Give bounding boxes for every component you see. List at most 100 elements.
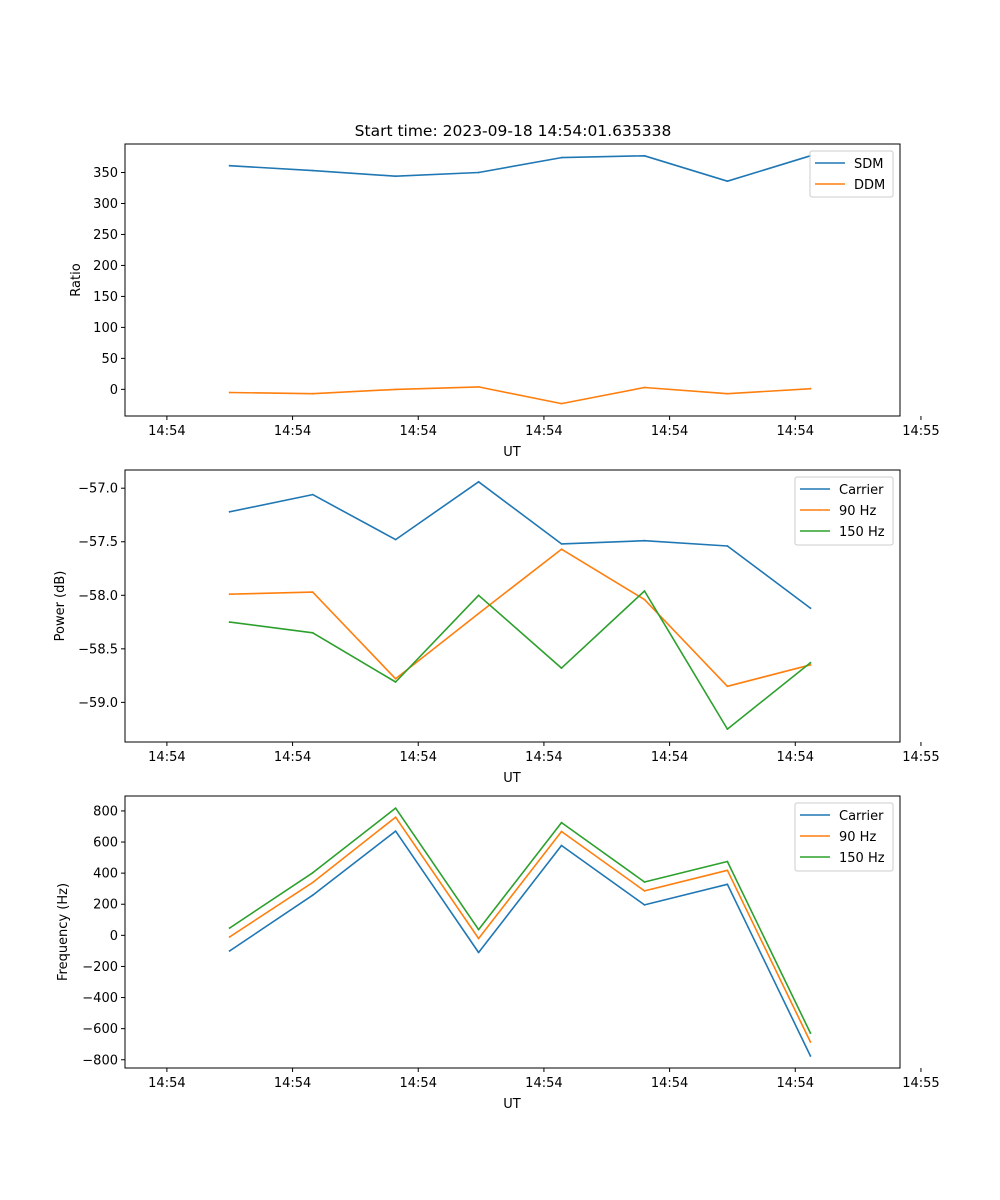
ratio-data-point-sdm-5 <box>643 154 646 157</box>
power-x-tick-label: 14:54 <box>400 750 437 765</box>
power-data-point-150-hz-2 <box>394 681 397 683</box>
ratio-y-ticks: 0 50 100 150 200 250 300 350 <box>93 166 125 398</box>
power-legend-label-150hz: 150 Hz <box>839 525 885 540</box>
frequency-data-point-150-hz-1 <box>311 871 314 874</box>
power-data-point-carrier-4 <box>560 543 563 545</box>
power-plot-frame <box>124 469 901 743</box>
power-x-ticks: 14:54 14:54 14:54 14:54 14:54 14:54 14:55 <box>148 742 940 765</box>
power-data-point-carrier-1 <box>311 493 314 496</box>
power-x-tick-label: 14:54 <box>651 750 688 765</box>
frequency-data-point-carrier-0 <box>228 950 231 952</box>
ratio-data-point-ddm-3 <box>477 386 480 388</box>
power-x-tick-label: 14:54 <box>777 750 814 765</box>
power-panel: −59.0−58.5−58.0−57.5−57.0 14:54 14:54 14:5… <box>53 469 940 786</box>
frequency-legend-label-150hz: 150 Hz <box>839 851 885 866</box>
frequency-data-point-150-hz-4 <box>560 821 563 824</box>
power-data-point-carrier-6 <box>726 545 729 547</box>
frequency-x-axis-label: UT <box>503 1097 521 1112</box>
frequency-y-tick-label: 200 <box>93 898 118 913</box>
power-x-tick-label: 14:55 <box>902 750 939 765</box>
power-data-point-90-hz-0 <box>228 593 231 596</box>
frequency-legend-label-carrier: Carrier <box>839 809 884 824</box>
frequency-y-tick-label: −200 <box>82 960 118 975</box>
power-legend-label-carrier: Carrier <box>839 483 884 498</box>
ratio-x-tick-label: 14:54 <box>651 424 688 439</box>
power-x-tick-label: 14:54 <box>148 750 185 765</box>
frequency-data-point-90-hz-2 <box>394 816 397 819</box>
ratio-y-tick-label: 250 <box>93 228 118 243</box>
ratio-data-point-ddm-4 <box>560 402 563 405</box>
ratio-x-tick-label: 14:54 <box>525 424 562 439</box>
power-y-tick-label: −57.0 <box>78 482 118 497</box>
power-data-point-150-hz-1 <box>311 631 314 634</box>
power-legend-box <box>794 476 894 546</box>
ratio-data-point-sdm-2 <box>394 175 397 178</box>
ratio-legend-label-sdm: SDM <box>854 157 883 172</box>
frequency-x-ticks: 14:54 14:54 14:54 14:54 14:54 14:54 14:55 <box>148 1068 940 1091</box>
ratio-y-tick-label: 50 <box>101 352 118 367</box>
frequency-y-tick-label: −400 <box>82 991 118 1006</box>
frequency-data-point-90-hz-0 <box>228 936 231 938</box>
power-x-tick-label: 14:54 <box>274 750 311 765</box>
frequency-data-point-90-hz-7 <box>809 1041 812 1043</box>
frequency-data-point-carrier-2 <box>394 830 397 832</box>
ratio-x-tick-label: 14:54 <box>274 424 311 439</box>
power-y-ticks: −59.0 −58.5 −58.0 −57.5 −57.0 <box>78 482 125 711</box>
power-y-tick-label: −57.5 <box>78 535 118 550</box>
frequency-data-point-carrier-3 <box>477 951 480 954</box>
ratio-data-point-ddm-5 <box>643 386 646 389</box>
frequency-plot-frame <box>124 795 901 1069</box>
frequency-data-point-90-hz-4 <box>560 830 563 833</box>
power-legend-label-90hz: 90 Hz <box>839 504 876 519</box>
frequency-legend: Carrier 90 Hz 150 Hz <box>794 802 894 872</box>
ratio-legend-label-ddm: DDM <box>854 178 885 193</box>
ratio-y-tick-label: 300 <box>93 197 118 212</box>
frequency-series-line-90-hz <box>228 816 812 1043</box>
frequency-data-point-carrier-6 <box>726 883 729 886</box>
ratio-x-axis-label: UT <box>503 445 521 460</box>
power-data-point-carrier-3 <box>477 480 480 483</box>
frequency-data-point-carrier-5 <box>643 904 646 906</box>
frequency-x-tick-label: 14:54 <box>651 1076 688 1091</box>
ratio-series-line-ddm <box>228 386 812 405</box>
power-data-point-carrier-5 <box>643 539 646 542</box>
power-y-axis-label: Power (dB) <box>53 571 68 642</box>
frequency-data-point-150-hz-2 <box>394 807 397 809</box>
power-data-point-90-hz-1 <box>311 591 314 593</box>
frequency-x-tick-label: 14:54 <box>148 1076 185 1091</box>
power-data-point-90-hz-7 <box>809 664 812 666</box>
ratio-legend: SDM DDM <box>809 150 894 198</box>
power-data-point-90-hz-6 <box>726 685 729 688</box>
ratio-y-axis-label: Ratio <box>69 263 84 296</box>
ratio-y-tick-label: 200 <box>93 259 118 274</box>
frequency-series-group <box>228 807 812 1057</box>
frequency-y-tick-label: 400 <box>93 867 118 882</box>
frequency-data-point-150-hz-3 <box>477 928 480 931</box>
ratio-x-tick-label: 14:55 <box>902 424 939 439</box>
power-data-point-150-hz-4 <box>560 667 563 669</box>
frequency-x-tick-label: 14:55 <box>902 1076 939 1091</box>
power-x-axis-label: UT <box>503 771 521 786</box>
figure-title: Start time: 2023-09-18 14:54:01.635338 <box>355 122 672 140</box>
frequency-x-tick-label: 14:54 <box>525 1076 562 1091</box>
power-y-tick-label: −58.5 <box>78 642 118 657</box>
ratio-y-tick-label: 150 <box>93 290 118 305</box>
frequency-y-ticks: −800 −600 −400 −200 0 200 400 600 800 <box>82 804 125 1068</box>
frequency-y-tick-label: −800 <box>82 1053 118 1068</box>
power-data-point-90-hz-3 <box>477 612 480 615</box>
power-series-line-carrier <box>228 480 812 610</box>
frequency-data-point-90-hz-6 <box>726 869 729 872</box>
ratio-x-tick-label: 14:54 <box>777 424 814 439</box>
power-data-point-150-hz-0 <box>228 621 231 623</box>
frequency-x-tick-label: 14:54 <box>777 1076 814 1091</box>
ratio-data-point-ddm-7 <box>809 387 812 390</box>
ratio-y-tick-label: 350 <box>93 166 118 181</box>
power-series-line-150-hz <box>228 590 812 730</box>
power-data-point-carrier-0 <box>228 510 231 513</box>
power-data-point-carrier-7 <box>809 607 812 609</box>
ratio-x-tick-label: 14:54 <box>400 424 437 439</box>
frequency-y-tick-label: 800 <box>93 804 118 819</box>
